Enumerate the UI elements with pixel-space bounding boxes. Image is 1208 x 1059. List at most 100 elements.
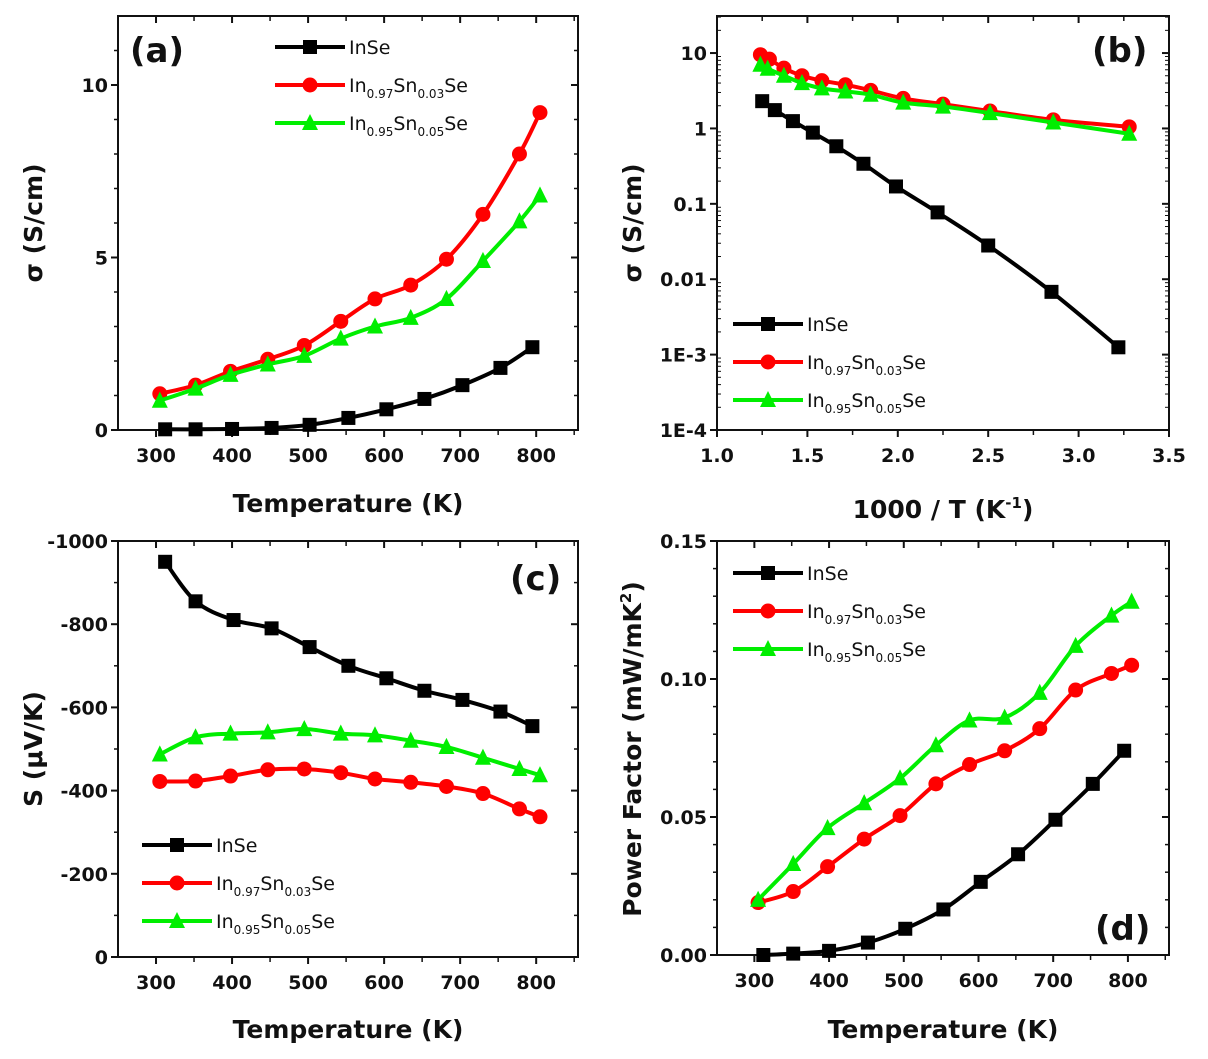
x-axis-title-superscript: -1	[1005, 494, 1022, 512]
legend-entry: InSe	[733, 314, 848, 336]
y-tick-label: 1E-3	[660, 345, 707, 367]
x-tick-label: 1.5	[791, 445, 825, 467]
y-tick-label: 10	[681, 43, 707, 65]
panel-a: 300 400 500 600 700 800 0 5 10 Temperature (K) σ (…	[19, 15, 579, 518]
data-point	[259, 355, 276, 372]
legend-label-part: Se	[825, 314, 849, 336]
legend-label-0: InSe	[216, 835, 257, 857]
series-circle	[750, 657, 1140, 911]
series-triangle	[151, 186, 548, 408]
data-point	[793, 73, 810, 91]
series-line	[759, 52, 1130, 129]
legend-label-part: In	[349, 37, 367, 59]
x-tick-label: 600	[364, 972, 404, 994]
panel-label: (c)	[510, 559, 561, 599]
data-point	[493, 704, 508, 719]
legend-label-part: In	[807, 390, 825, 412]
y-axis-title: Power Factor (mW/mK2)	[617, 581, 647, 917]
legend-marker	[760, 603, 776, 619]
data-point	[997, 743, 1013, 759]
data-point	[837, 82, 854, 99]
data-point	[333, 313, 349, 329]
legend-subscript: 0.05	[875, 651, 902, 665]
data-point	[438, 778, 454, 794]
legend-label-part: In	[216, 873, 234, 895]
data-point	[341, 658, 356, 673]
data-point	[438, 289, 455, 306]
data-point	[756, 948, 771, 962]
data-point	[813, 79, 830, 96]
data-point	[805, 125, 820, 140]
plot-frame	[117, 15, 579, 431]
x-tick-label: 400	[212, 972, 252, 994]
data-point	[222, 365, 239, 382]
plot-frame	[117, 540, 579, 958]
x-tick-label: 500	[288, 972, 328, 994]
data-point	[403, 774, 419, 790]
data-point	[296, 719, 313, 737]
data-point	[1085, 776, 1100, 791]
data-point	[525, 719, 540, 734]
series-line	[757, 663, 1133, 905]
legend-entry: InSe	[275, 37, 390, 59]
data-point	[188, 773, 204, 789]
data-point	[928, 776, 944, 792]
data-point	[1045, 113, 1062, 130]
data-point	[151, 391, 168, 408]
data-point	[1031, 683, 1048, 700]
legend-subscript: 0.03	[284, 885, 311, 899]
legend-label-0: InSe	[349, 37, 390, 59]
legend-subscript: 0.95	[825, 651, 852, 665]
data-point	[786, 946, 801, 961]
series-square	[756, 743, 1132, 962]
legend-label-part: Se	[902, 601, 926, 623]
data-point	[158, 554, 173, 569]
data-point	[223, 768, 239, 784]
series-triangle	[151, 719, 548, 783]
series-line	[763, 749, 1126, 957]
data-point	[1117, 743, 1132, 758]
data-point	[829, 139, 844, 154]
x-tick-label: 300	[136, 972, 176, 994]
y-tick-label: 0.00	[660, 945, 707, 967]
data-point	[366, 317, 383, 334]
y-tick-label: -400	[60, 781, 108, 803]
x-axis-title: Temperature (K)	[828, 1015, 1059, 1044]
legend-label-part: In	[349, 113, 367, 135]
legend-label-2: In0.95Sn0.05Se	[216, 911, 335, 937]
data-point	[403, 277, 419, 293]
legend-label-part: Sn	[851, 639, 875, 661]
data-point	[892, 808, 908, 824]
data-point	[264, 621, 279, 636]
data-point	[1111, 340, 1126, 355]
legend-entry: In0.97Sn0.03Se	[733, 601, 926, 627]
data-point	[525, 340, 540, 355]
panel-label: (d)	[1095, 909, 1150, 949]
data-point	[785, 114, 800, 129]
data-point	[962, 757, 978, 773]
legend-label-part: Sn	[260, 911, 284, 933]
legend-label-part: Se	[311, 911, 335, 933]
y-tick-label: 0.10	[660, 669, 707, 691]
legend-label-part: In	[349, 75, 367, 97]
data-point	[755, 94, 770, 109]
data-point	[302, 417, 317, 432]
legend-subscript: 0.03	[875, 613, 902, 627]
legend-label-part: Sn	[393, 113, 417, 135]
x-tick-label: 600	[959, 970, 999, 992]
legend-subscript: 0.03	[875, 364, 902, 378]
y-axis-title: σ (S/cm)	[618, 163, 647, 282]
legend-label-1: In0.97Sn0.03Se	[807, 352, 926, 378]
data-point	[1123, 592, 1140, 609]
y-axis-title: S (μV/K)	[19, 691, 48, 807]
data-point	[1103, 606, 1120, 623]
data-point	[296, 761, 312, 777]
x-tick-label: 700	[1033, 970, 1073, 992]
legend-label-2: In0.95Sn0.05Se	[349, 113, 468, 139]
data-point	[511, 759, 528, 777]
legend-label-part: Sn	[851, 390, 875, 412]
legend-entry: In0.95Sn0.05Se	[275, 113, 468, 139]
data-point	[367, 771, 383, 787]
plot-frame	[716, 540, 1170, 956]
